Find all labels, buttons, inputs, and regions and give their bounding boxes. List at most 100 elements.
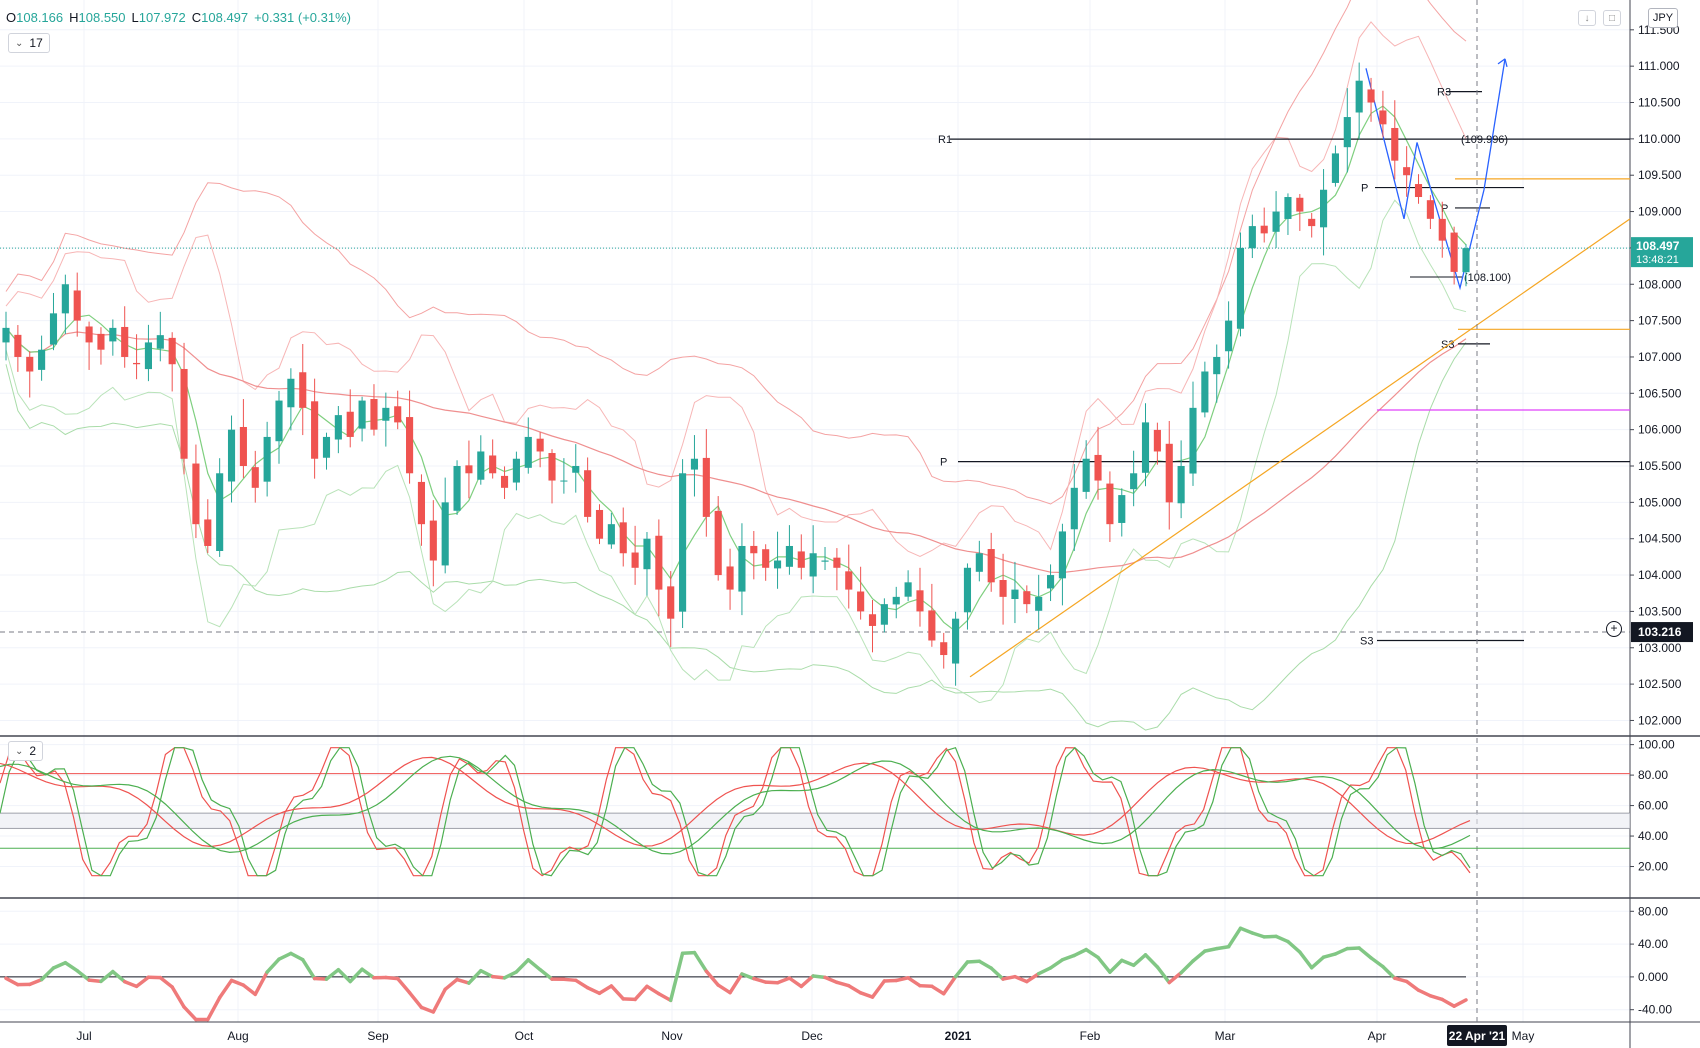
candle bbox=[85, 321, 93, 370]
candle-body bbox=[49, 313, 58, 345]
candle bbox=[14, 325, 22, 372]
pivot-label: R1 bbox=[938, 134, 952, 146]
candle-body bbox=[1213, 356, 1221, 375]
candle bbox=[1462, 244, 1470, 287]
lower-outer-band bbox=[5, 342, 1467, 731]
candle-body bbox=[940, 642, 948, 656]
candle bbox=[1343, 88, 1351, 173]
candle-body bbox=[1165, 443, 1173, 503]
momentum-segment bbox=[241, 983, 258, 997]
candle-body bbox=[797, 551, 805, 568]
candle-body bbox=[512, 458, 520, 483]
candle-body bbox=[702, 457, 710, 517]
candle-body bbox=[821, 560, 829, 562]
momentum-segment bbox=[645, 984, 661, 996]
y-tick-label: 108.000 bbox=[1638, 277, 1682, 291]
momentum-segment bbox=[1167, 971, 1183, 985]
momentum-segment bbox=[419, 1005, 436, 1014]
x-tick-label: Nov bbox=[661, 1029, 682, 1043]
candle bbox=[1225, 301, 1233, 369]
candle bbox=[299, 343, 307, 436]
candle-body bbox=[1248, 226, 1256, 249]
momentum-segment bbox=[360, 967, 376, 980]
candle-body bbox=[1355, 80, 1363, 113]
candle bbox=[1296, 194, 1304, 231]
open-value: 108.166 bbox=[16, 10, 64, 25]
crosshair-plus-icon[interactable]: + bbox=[1606, 621, 1622, 637]
date-badge bbox=[1447, 1025, 1507, 1046]
candle bbox=[1260, 207, 1268, 243]
momentum-segment bbox=[490, 974, 507, 980]
main-pane-collapse-toggle[interactable]: ⌄ 17 bbox=[8, 33, 50, 53]
candle bbox=[1070, 464, 1078, 551]
momentum-segment bbox=[953, 960, 970, 979]
momentum-segment bbox=[348, 967, 364, 984]
momentum-segment bbox=[122, 979, 139, 989]
candle bbox=[916, 567, 924, 627]
momentum-segment bbox=[1120, 958, 1136, 968]
momentum-segment bbox=[1096, 955, 1112, 974]
candle-body bbox=[548, 453, 556, 481]
momentum-segment bbox=[1131, 953, 1148, 968]
currency-badge[interactable]: JPY bbox=[1648, 8, 1678, 28]
candle-body bbox=[1414, 184, 1423, 198]
candle bbox=[1046, 564, 1055, 602]
support-value-label: (108.100) bbox=[1464, 272, 1511, 284]
candle-body bbox=[227, 429, 236, 482]
candle bbox=[750, 531, 758, 580]
candle-body bbox=[144, 342, 152, 370]
momentum-segment bbox=[502, 970, 519, 980]
momentum-segment bbox=[728, 972, 744, 995]
candle bbox=[1450, 226, 1458, 285]
candle-body bbox=[204, 519, 212, 546]
lower-inner-band bbox=[5, 199, 1467, 704]
oscillator-tick-label: 20.00 bbox=[1638, 860, 1668, 874]
momentum-segment bbox=[1369, 956, 1385, 969]
momentum-segment bbox=[799, 974, 815, 989]
pivot-label: P bbox=[940, 457, 947, 469]
momentum-segment bbox=[1226, 926, 1243, 949]
candle-body bbox=[607, 524, 615, 545]
candle-body bbox=[370, 399, 378, 430]
momentum-segment bbox=[1143, 953, 1160, 969]
maximize-icon[interactable]: □ bbox=[1603, 10, 1621, 26]
oscillator-pane-indicator-count: 2 bbox=[29, 744, 37, 758]
arrow-down-icon[interactable]: ↓ bbox=[1578, 10, 1596, 26]
candle-body bbox=[465, 465, 473, 474]
momentum-segment bbox=[1345, 946, 1361, 951]
candle-body bbox=[1462, 248, 1470, 273]
candle bbox=[334, 406, 342, 454]
candle bbox=[560, 458, 568, 494]
y-tick-label: 106.000 bbox=[1638, 423, 1682, 437]
candle-body bbox=[121, 326, 129, 357]
momentum-segment bbox=[680, 950, 697, 955]
last-price-label: 108.497 bbox=[1636, 239, 1680, 253]
momentum-segment bbox=[835, 980, 851, 988]
momentum-segment bbox=[182, 1005, 198, 1022]
candle bbox=[61, 274, 69, 335]
candle bbox=[667, 571, 675, 647]
candle-body bbox=[1023, 591, 1031, 605]
candle-body bbox=[572, 466, 580, 473]
y-tick-label: 109.500 bbox=[1638, 168, 1682, 182]
candle-body bbox=[311, 401, 319, 459]
candle bbox=[239, 399, 247, 478]
pivot-label: R3 bbox=[1437, 87, 1451, 99]
momentum-segment bbox=[894, 976, 910, 983]
y-tick-label: 102.500 bbox=[1638, 677, 1682, 691]
countdown-label: 13:48:21 bbox=[1636, 254, 1679, 266]
momentum-segment bbox=[1072, 947, 1088, 958]
candle-body bbox=[1320, 189, 1328, 228]
momentum-segment bbox=[740, 972, 756, 981]
y-tick-label: 111.000 bbox=[1638, 59, 1680, 73]
candle-body bbox=[1201, 371, 1209, 413]
oscillator-pane-collapse-toggle[interactable]: ⌄ 2 bbox=[8, 741, 44, 761]
candle-body bbox=[73, 290, 81, 321]
main-pane-indicator-count: 17 bbox=[29, 36, 43, 50]
momentum-segment bbox=[1333, 946, 1350, 956]
candle bbox=[180, 342, 188, 475]
candle-body bbox=[263, 436, 271, 482]
candle bbox=[49, 292, 58, 351]
candle-body bbox=[892, 596, 900, 605]
